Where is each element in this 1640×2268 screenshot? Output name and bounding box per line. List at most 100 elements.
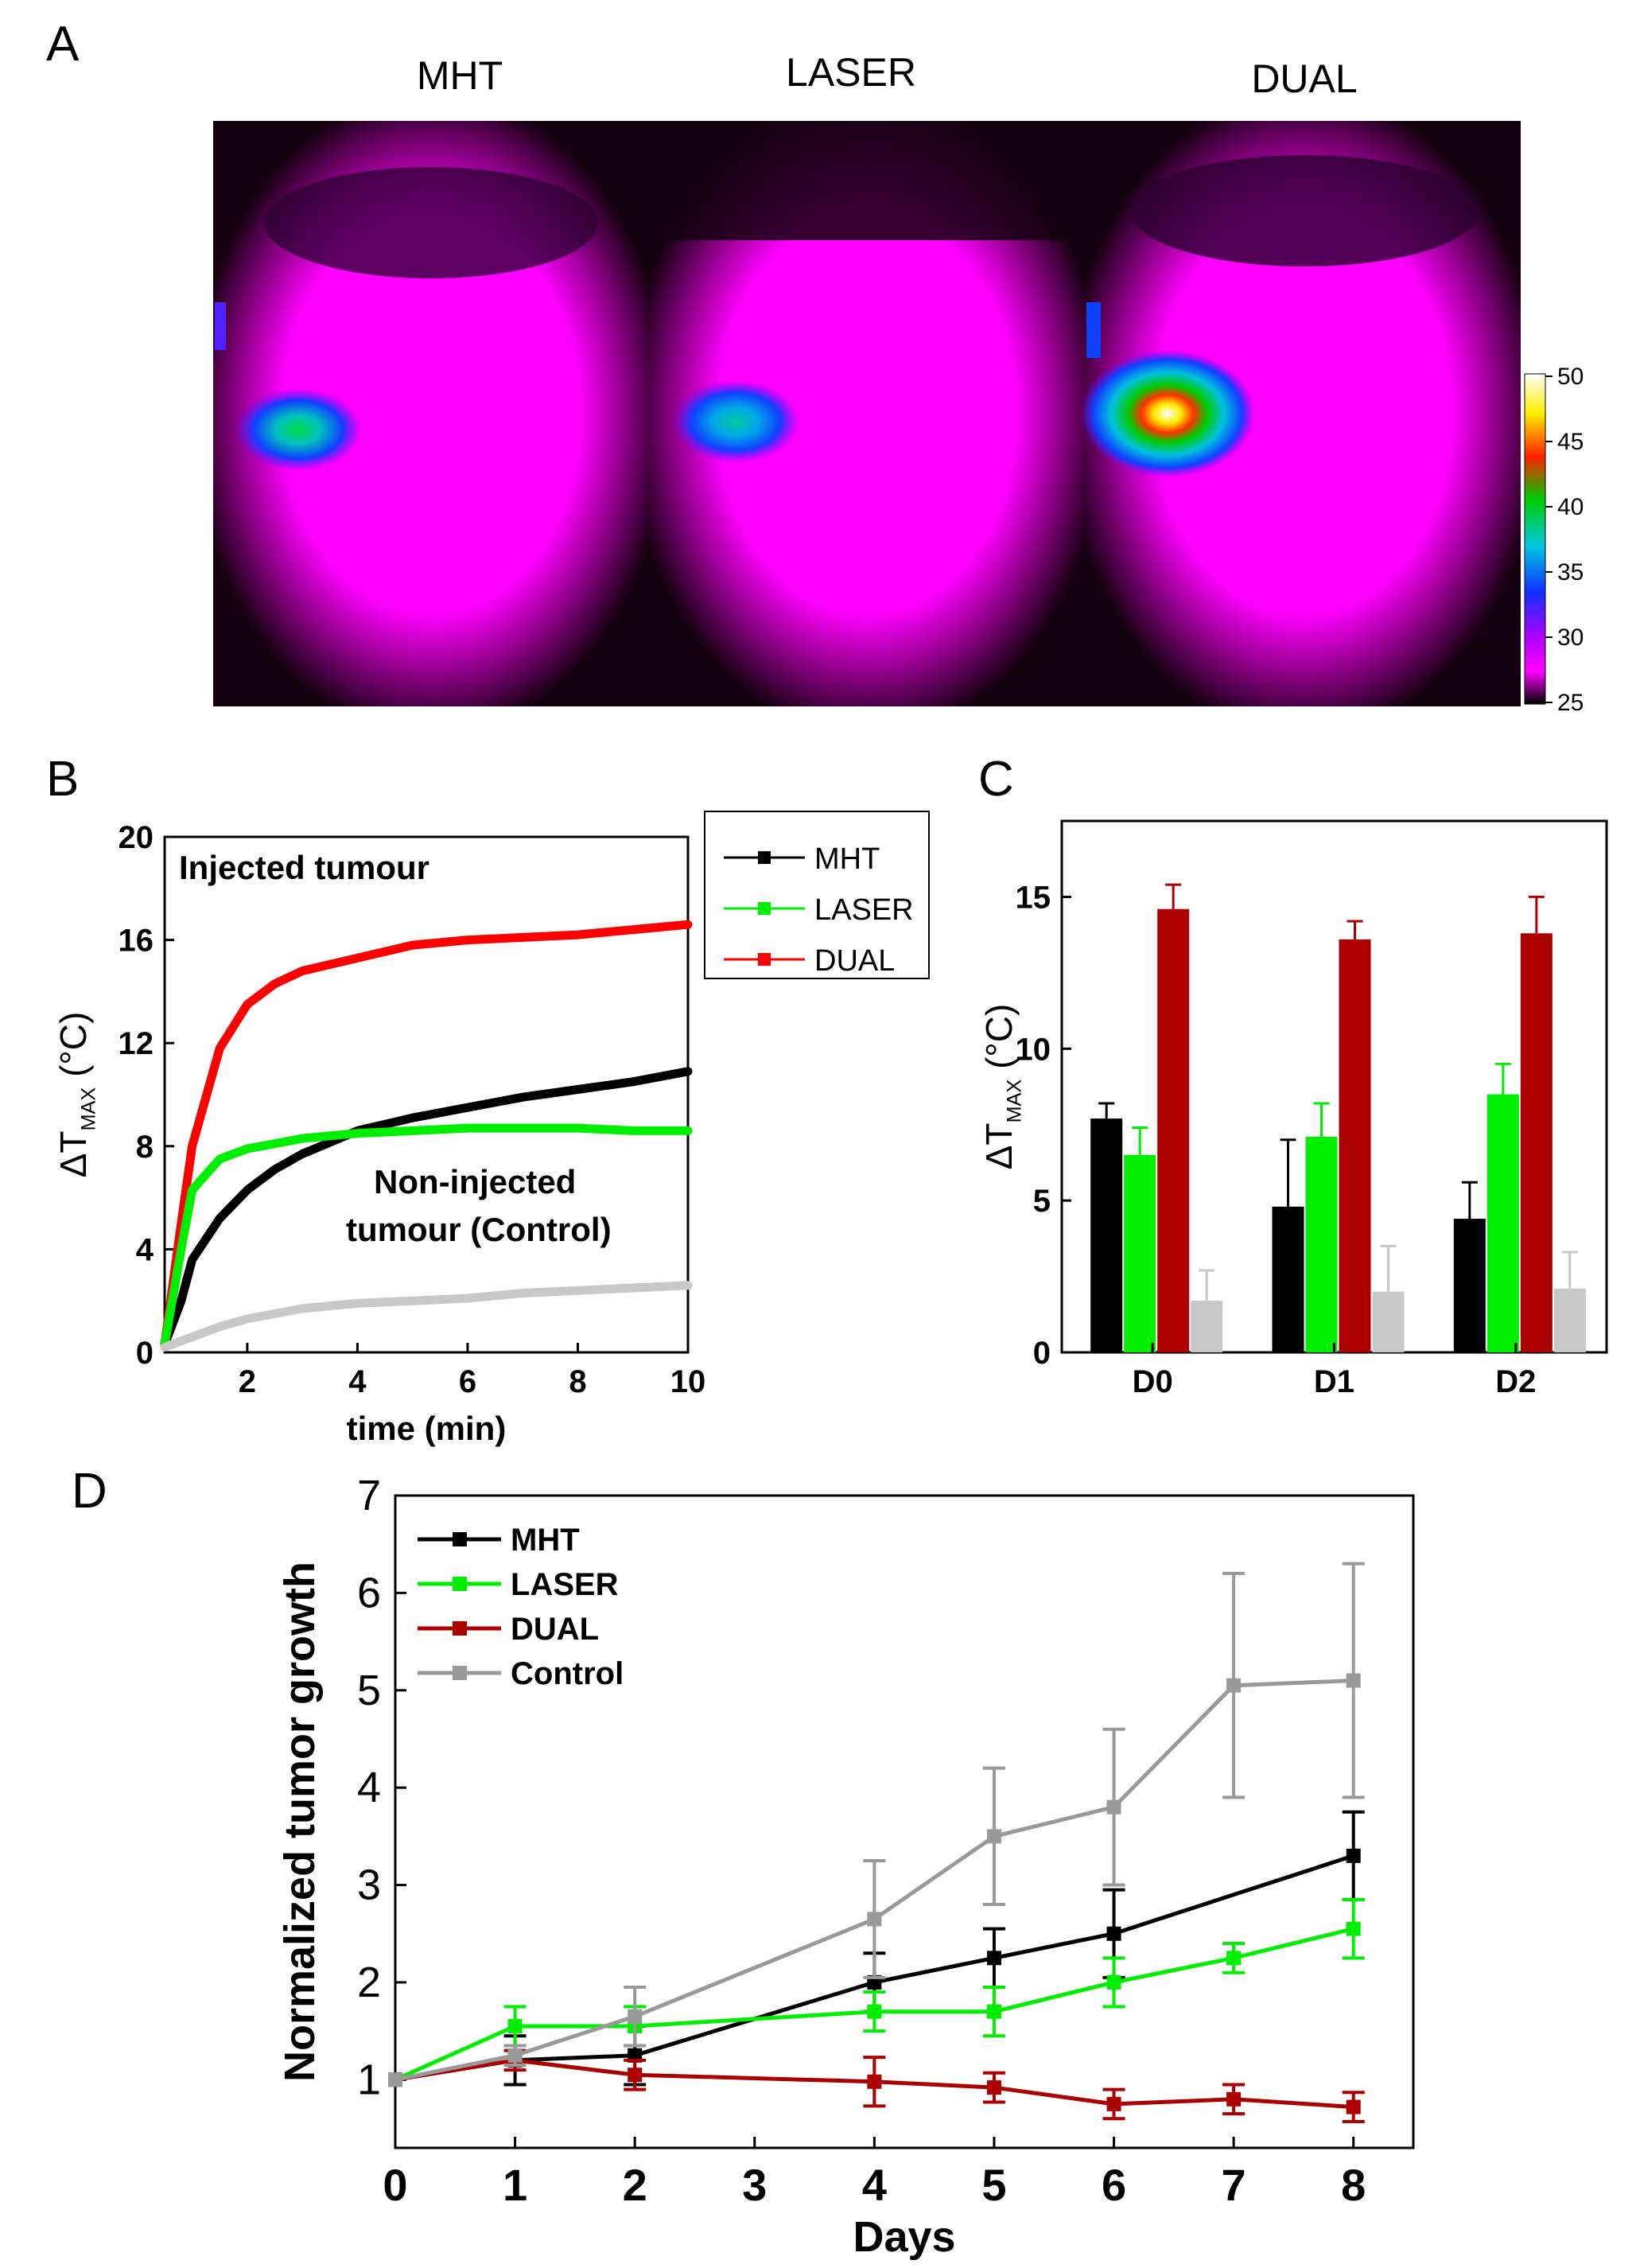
data-point-d [507,2048,523,2063]
plot-area-b [163,835,690,1354]
colorbar-tick-label: 45 [1557,429,1584,455]
y-tick-label-b: 0 [136,1336,154,1371]
y-axis-label-b-sub: MAX [78,1087,100,1131]
series-line-b-laser [160,1123,693,1349]
data-point-d [1106,1926,1121,1941]
colorbar: 50 45 40 35 30 25 [1524,364,1584,716]
x-tick-label-b: 2 [239,1364,256,1399]
annotation-noninjected-2: tumour (Control) [346,1211,612,1248]
legend-marker-d [453,1577,467,1591]
x-category-label-c: D2 [1495,1364,1536,1399]
panel-letter-c: C [978,752,1014,807]
bar-c [1124,1154,1156,1352]
x-tick-label-d: 2 [623,2160,647,2210]
thermal-image-mht [213,121,649,706]
series-line-b-mht [160,1067,693,1349]
legend-marker-b [758,953,771,966]
legend-label-d: MHT [511,1523,580,1558]
data-point-d [867,2074,882,2089]
series-line-b-control [160,1281,693,1352]
x-tick-label-d: 4 [862,2160,887,2210]
colorbar-tick-label: 25 [1557,690,1584,716]
data-point-d [1226,1678,1242,1693]
x-tick-label-d: 6 [1102,2160,1126,2210]
bar-c [1191,1301,1223,1352]
image-label-mht: MHT [417,53,503,98]
y-axis-label-d: Normalized tumor growth [276,1562,324,2082]
panel-letter-b: B [46,752,79,807]
colorbar-tick-label: 30 [1557,624,1584,651]
x-axis-label-b: time (min) [347,1410,507,1447]
legend-b: MHT LASER DUAL [704,811,930,979]
legend-marker-b [758,902,771,915]
panel-d: 1 2 3 4 5 6 7 0 1 2 3 4 5 6 7 8 Days Normalized tumor gro… [276,1472,1415,2261]
data-point-d [1106,1799,1121,1815]
bar-c [1157,908,1190,1352]
data-point-d [1346,2099,1361,2114]
bar-c [1272,1206,1304,1352]
y-axis-label-c-main: ΔT [978,1123,1020,1170]
legend-label-b: LASER [814,893,914,927]
y-tick-label-d: 4 [357,1764,381,1811]
data-point-d [867,1912,882,1927]
bar-c [1339,939,1371,1352]
x-tick-label-d: 3 [742,2160,767,2210]
y-tick-label-d: 5 [357,1667,381,1714]
colorbar-tick-label: 50 [1557,364,1584,390]
data-point-d [388,2072,402,2087]
panel-c: 0 5 10 15 ΔTMAX (°C) D0 D1 D2 [978,819,1608,1399]
series-line-d-control [394,1679,1354,2082]
y-tick-label-b: 4 [136,1232,154,1267]
legend-label-d: LASER [511,1567,619,1602]
data-point-d [1226,1951,1242,1966]
y-axis-label-b: ΔTMAX (°C) [52,1012,100,1178]
legend-marker-b [758,851,771,864]
y-tick-label-d: 3 [357,1861,381,1909]
data-point-d [628,2009,643,2024]
data-point-d [1346,1673,1361,1688]
colorbar-tick-label: 40 [1557,494,1584,520]
bar-c [1520,933,1553,1352]
x-category-label-c: D1 [1314,1364,1354,1399]
legend-label-b: DUAL [814,944,895,978]
legend-marker-d [453,1666,467,1680]
y-tick-label-b: 16 [119,924,154,959]
panel-letter-a: A [46,17,80,72]
panel-a: MHT LASER DUAL 50 45 40 35 30 25 [213,50,1584,716]
y-axis-label-c-unit: (°C) [978,1004,1020,1080]
y-axis-label-c-sub: MAX [1004,1080,1026,1123]
image-label-laser: LASER [786,50,916,95]
y-tick-label-c: 0 [1033,1336,1051,1371]
image-label-dual: DUAL [1251,56,1357,101]
data-point-d [986,2080,1001,2095]
y-tick-label-b: 12 [119,1026,154,1061]
data-point-d [1346,1921,1361,1936]
y-tick-label-b: 20 [119,820,154,855]
legend-d: MHT LASER DUAL Control [418,1523,624,1691]
x-tick-label-d: 7 [1222,2160,1246,2210]
x-tick-label-d: 0 [383,2160,407,2210]
y-tick-label-d: 6 [357,1569,381,1616]
legend-marker-d [453,1621,467,1636]
colorbar-tick-label: 35 [1557,559,1584,585]
chart-c: 0 5 10 15 ΔTMAX (°C) D0 D1 D2 [978,819,1608,1399]
x-tick-label-b: 6 [459,1364,476,1399]
annotation-noninjected-1: Non-injected [374,1163,576,1200]
bar-c [1553,1288,1586,1352]
y-tick-label-c: 10 [1016,1032,1051,1067]
annotation-injected: Injected tumour [179,849,429,886]
data-point-d [986,1951,1001,1966]
x-tick-label-b: 8 [569,1364,586,1399]
legend-label-d: DUAL [511,1612,599,1647]
data-point-d [507,2019,523,2034]
bar-c [1486,1094,1519,1352]
data-point-d [1106,1974,1121,1990]
data-point-d [1346,1848,1361,1863]
legend-marker-d [453,1532,467,1546]
y-tick-label-b: 8 [136,1130,154,1165]
y-axis-label-c: ΔTMAX (°C) [978,1004,1026,1170]
legend-label-d: Control [511,1656,624,1691]
x-tick-label-d: 1 [503,2160,527,2210]
